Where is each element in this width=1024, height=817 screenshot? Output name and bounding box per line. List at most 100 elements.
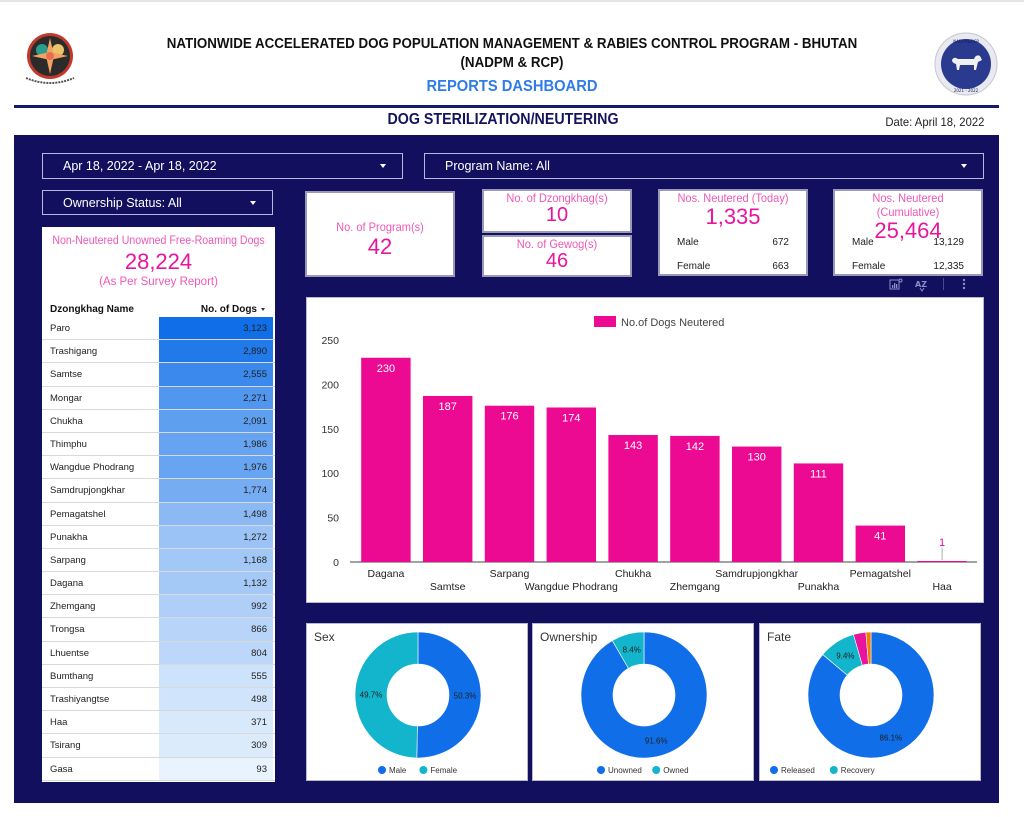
bar-value-label: 143 [624,440,642,452]
dzongkhag-name: Bumthang [50,670,94,682]
top-border [0,0,1024,2]
x-tick-label: Zhemgang [670,581,720,593]
dog-count-cell: 1,774 [159,479,273,502]
kpi-label: No. of Program(s) [336,220,424,234]
donut-slice [611,631,645,669]
dzongkhag-name: Trongsa [50,624,85,636]
x-tick-label: Samdrupjongkhar [715,568,798,580]
toolbar-divider [943,278,944,290]
ownership-donut-svg: 91.6% 8.4% Unowned Owned [580,631,708,775]
dog-count-cell: 992 [159,595,273,618]
y-tick-label: 200 [321,379,339,391]
table-row[interactable]: Bumthang 555 [42,664,275,688]
table-row[interactable]: Tsirang 309 [42,734,275,758]
header-divider [14,105,999,108]
chart-insights-icon[interactable] [889,278,903,290]
table-row[interactable]: Trongsa 866 [42,618,275,642]
bar [731,446,782,562]
table-row[interactable]: Gasa 93 [42,757,275,781]
dzongkhag-name: Trashiyangtse [50,694,110,705]
table-row[interactable]: Haa 371 [42,711,275,735]
table-row[interactable]: Paro 3,123 [42,317,275,341]
more-vert-icon[interactable] [961,278,967,290]
dashboard-subtitle: REPORTS DASHBOARD [426,78,598,95]
table-row[interactable]: Samdrupjongkhar 1,774 [42,479,275,503]
table-row[interactable]: Trashiyangtse 498 [42,688,275,712]
legend-dot [652,766,661,774]
date-range-picker[interactable]: Apr 18, 2022 - Apr 18, 2022 [42,153,403,179]
program-name-value: Program Name: All [445,159,550,173]
report-date: Date: April 18, 2022 [884,115,984,129]
bar-value-label: 111 [810,468,827,480]
table-row[interactable]: Samtse 2,555 [42,363,275,387]
bar [608,435,658,562]
table-row[interactable]: Thimphu 1,986 [42,432,275,457]
dog-count-cell: 371 [159,711,273,734]
donut-value-label: 86.1% [880,734,903,743]
bar [917,561,967,562]
ownership-status-filter[interactable]: Ownership Status: All [42,190,273,215]
dzongkhag-name: Gasa [50,763,73,775]
table-row[interactable]: Lhuentse 804 [42,641,275,665]
dzongkhag-name: Samtse [50,369,83,381]
dog-count-cell: 866 [159,618,273,641]
x-tick-label: Punakha [798,581,840,593]
bar-value-label: 1 [939,537,945,549]
dog-count-cell: 1,132 [159,572,273,595]
dog-count-cell: 498 [159,688,273,711]
legend-label: Female [430,766,457,775]
y-tick-label: 250 [321,335,339,347]
table-row[interactable]: Wangdue Phodrang 1,976 [42,456,275,480]
sort-desc-icon [261,307,265,311]
program-title: NATIONWIDE ACCELERATED DOG POPULATION MA… [166,36,858,52]
kpi-dzongkhags: No. of Dzongkhag(s) 10 [482,189,632,233]
nadpm-dog-logo: NADPM&RCP 2021 - 2022 [934,32,998,96]
fate-donut-svg: 86.1% 9.4% Released Recovery [770,631,935,775]
unowned-dogs-title: Non-Neutered Unowned Free-Roaming Dogs [52,235,265,247]
table-row[interactable]: Pemagatshel 1,498 [42,502,275,526]
column-header-no-of-dogs[interactable]: No. of Dogs [201,304,265,315]
x-tick-label: Samtse [430,581,466,593]
table-row[interactable]: Zhemgang 992 [42,595,275,619]
male-label: Male [852,237,874,248]
bar-value-label: 187 [439,401,457,413]
kpi-neutered-cumulative: Nos. Neutered (Cumulative) 25,464 Male 13… [833,189,983,276]
kpi-label: No. of Dzongkhag(s) [506,191,608,205]
donut-title: Sex [314,630,335,644]
chevron-down-icon [961,164,967,168]
bar-value-label: 230 [377,363,395,375]
table-row[interactable]: Dagana 1,132 [42,572,275,596]
donut-value-label: 50.3% [454,691,477,700]
male-label: Male [677,237,699,248]
table-row[interactable]: Punakha 1,272 [42,525,275,549]
dog-count-cell: 1,976 [159,456,273,479]
dzongkhag-name: Chukha [50,415,83,427]
table-row[interactable]: Sarpang 1,168 [42,548,275,573]
kpi-label: Nos. Neutered (Cumulative) [872,191,944,219]
kpi-label: No. of Gewog(s) [516,237,598,251]
x-tick-label: Dagana [368,568,405,580]
dzongkhag-name: Paro [50,323,71,334]
sex-donut-svg: 50.3% 49.7% Male Female [354,631,482,775]
svg-text:AZ: AZ [915,280,927,289]
bar [361,357,411,562]
donut-title: Ownership [540,630,598,644]
program-name-filter[interactable]: Program Name: All [424,153,984,179]
legend-dot [829,766,838,774]
donut-value-label: 9.4% [836,652,854,661]
female-value: 12,335 [933,261,964,272]
table-row[interactable]: Trashigang 2,890 [42,340,275,364]
sort-az-icon[interactable]: AZ [914,278,928,292]
y-tick-label: 100 [321,468,339,480]
table-row[interactable]: Mongar 2,271 [42,386,275,410]
bar [793,463,844,562]
ownership-status-value: Ownership Status: All [63,195,182,210]
table-row[interactable]: Chukha 2,091 [42,409,275,433]
donut-slice [865,631,872,665]
donut-slice [580,631,708,759]
dog-count-cell: 2,271 [159,386,273,409]
legend-dot [378,766,386,774]
chevron-down-icon [250,200,256,205]
bar-value-label: 176 [500,411,518,423]
column-header-dzongkhag[interactable]: Dzongkhag Name [50,304,134,315]
